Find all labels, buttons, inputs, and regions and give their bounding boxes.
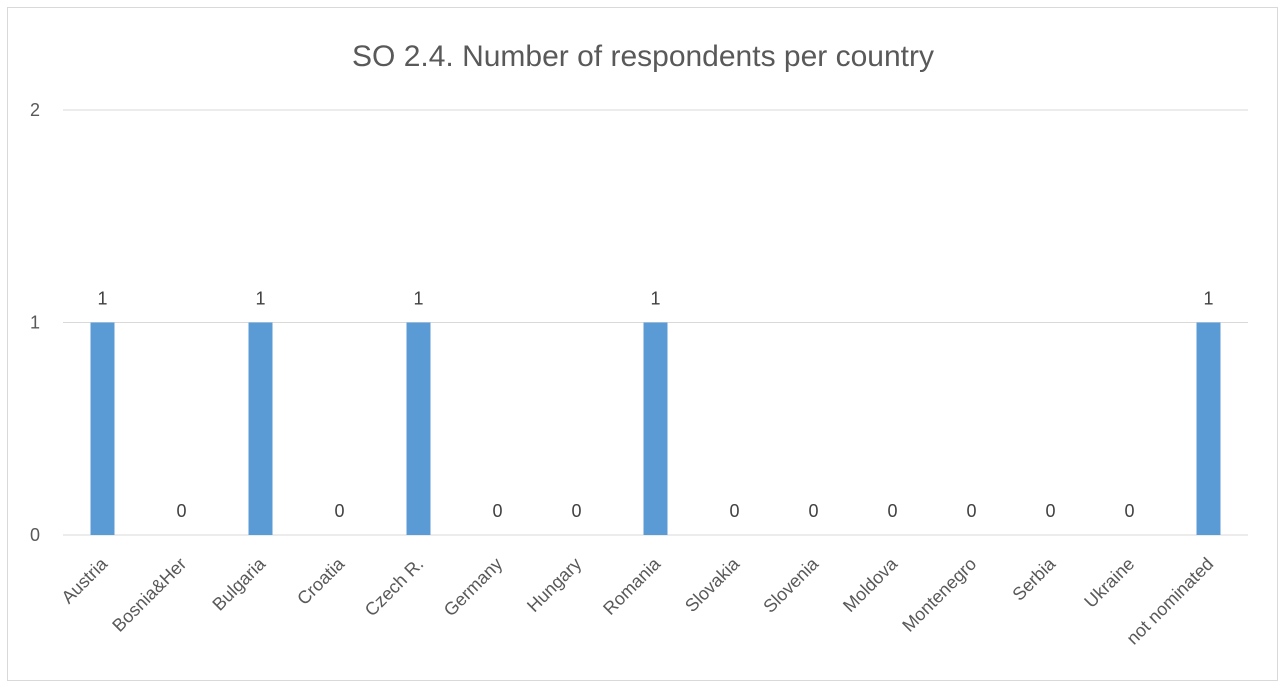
category-label: Czech R.	[361, 554, 427, 620]
category-label: Montenegro	[898, 554, 980, 636]
data-label: 1	[255, 289, 265, 309]
bars	[90, 322, 1221, 535]
category-label: Moldova	[839, 553, 902, 616]
bar-chart: SO 2.4. Number of respondents per countr…	[30, 40, 1248, 649]
data-label: 1	[97, 289, 107, 309]
y-tick-label: 2	[30, 100, 40, 120]
data-label: 0	[176, 501, 186, 521]
data-label: 0	[729, 501, 739, 521]
data-label: 0	[571, 501, 581, 521]
category-label: Romania	[599, 553, 665, 619]
data-label: 0	[808, 501, 818, 521]
bar	[1196, 322, 1221, 535]
bar	[248, 322, 273, 535]
category-label: Slovenia	[759, 553, 823, 617]
data-label: 0	[334, 501, 344, 521]
y-axis-ticks: 0 1 2	[30, 100, 40, 545]
bar	[406, 322, 431, 535]
data-label: 1	[413, 289, 423, 309]
data-labels: 1 0 1 0 1 0 0 1 0 0 0 0 0 0 1	[97, 289, 1213, 522]
bar	[90, 322, 115, 535]
chart-frame: SO 2.4. Number of respondents per countr…	[7, 7, 1278, 681]
category-label: Germany	[440, 554, 506, 620]
category-label: Hungary	[523, 554, 585, 616]
category-label: Ukraine	[1080, 554, 1138, 612]
data-label: 0	[887, 501, 897, 521]
data-label: 1	[650, 289, 660, 309]
data-label: 0	[492, 501, 502, 521]
bar	[643, 322, 668, 535]
data-label: 1	[1203, 289, 1213, 309]
y-tick-label: 0	[30, 525, 40, 545]
data-label: 0	[1045, 501, 1055, 521]
category-label: Slovakia	[681, 553, 744, 616]
y-tick-label: 1	[30, 313, 40, 333]
data-label: 0	[1124, 501, 1134, 521]
category-label: Croatia	[293, 553, 349, 609]
category-label: Bulgaria	[208, 553, 270, 615]
data-label: 0	[966, 501, 976, 521]
category-label: Austria	[58, 553, 112, 607]
chart-title: SO 2.4. Number of respondents per countr…	[352, 40, 934, 73]
category-label: Bosnia&Her	[108, 554, 190, 636]
category-label: Serbia	[1008, 553, 1060, 605]
